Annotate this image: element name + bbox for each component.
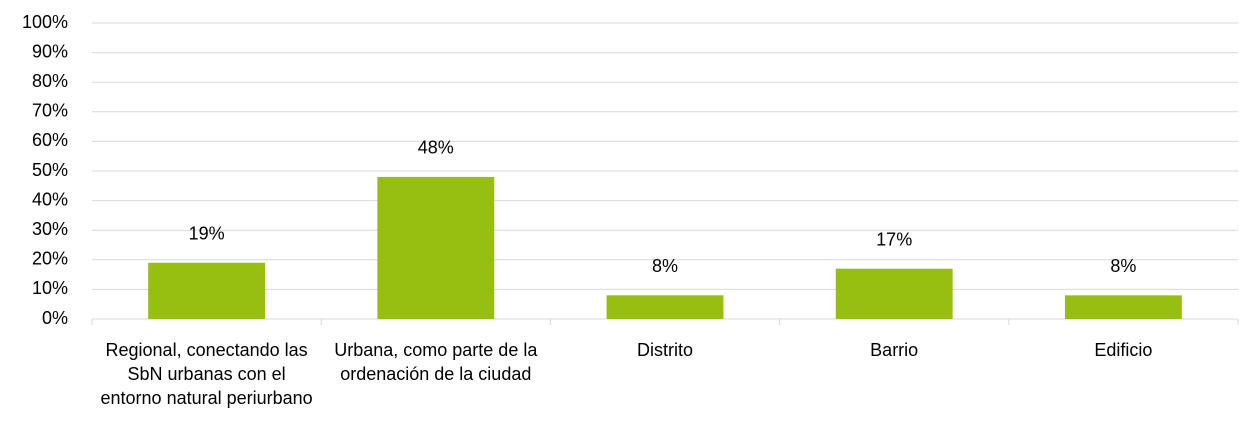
bar: [1064, 295, 1182, 319]
value-label: 48%: [418, 138, 454, 158]
y-tick-label: 20%: [32, 249, 68, 269]
value-label: 17%: [876, 229, 912, 249]
value-label: 19%: [189, 224, 225, 244]
y-tick-label: 80%: [32, 71, 68, 91]
x-tick-label: Barrio: [870, 340, 919, 360]
x-tick-label: Distrito: [636, 340, 693, 360]
value-label: 8%: [652, 256, 678, 276]
bar: [835, 268, 953, 319]
bar: [606, 295, 724, 319]
y-tick-label: 30%: [32, 219, 68, 239]
bar: [377, 176, 495, 319]
y-tick-label: 40%: [32, 189, 68, 209]
x-tick-label: Regional, conectando las SbN urbanas con…: [100, 340, 313, 408]
y-tick-label: 100%: [22, 12, 68, 32]
y-tick-label: 70%: [32, 101, 68, 121]
bar: [148, 262, 266, 319]
y-tick-label: 10%: [32, 278, 68, 298]
y-tick-label: 90%: [32, 41, 68, 61]
x-tick-label: Urbana, como parte de la ordenación de l…: [334, 340, 538, 384]
value-label: 8%: [1110, 256, 1136, 276]
y-tick-label: 50%: [32, 160, 68, 180]
y-tick-label: 60%: [32, 130, 68, 150]
x-tick-label: Edificio: [1094, 340, 1153, 360]
y-tick-label: 0%: [42, 308, 68, 328]
